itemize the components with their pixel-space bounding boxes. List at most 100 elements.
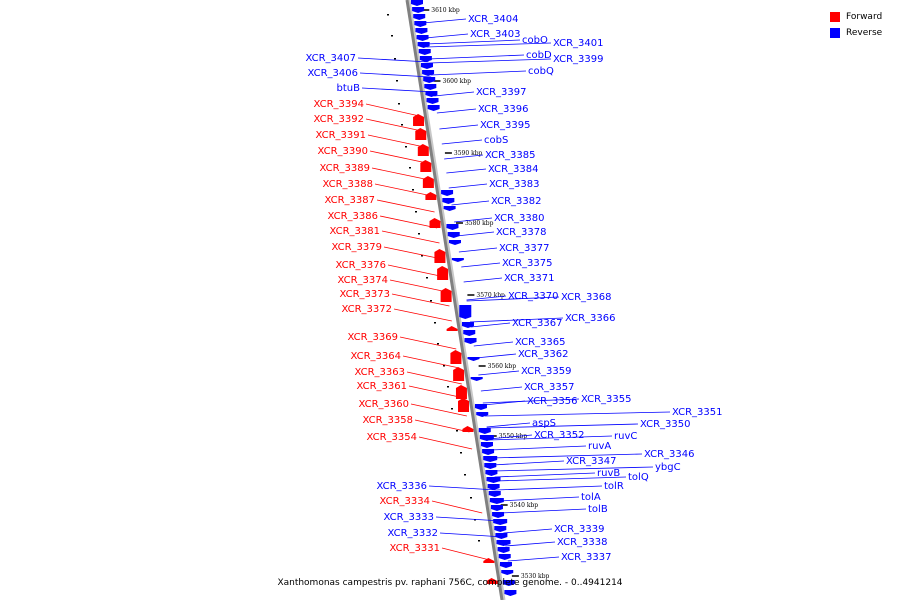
reverse-gene-feature (474, 404, 487, 410)
reverse-gene-feature (495, 533, 508, 539)
position-dot (478, 540, 480, 542)
reverse-gene-feature (412, 7, 425, 13)
gene-leader-line (431, 500, 483, 514)
gene-leader-line (399, 336, 457, 350)
backbone-layer (405, 0, 506, 600)
position-dot (418, 233, 420, 235)
forward-swatch-icon (830, 12, 840, 22)
reverse-gene-feature (480, 442, 493, 448)
gene-label: cobO (522, 35, 548, 46)
forward-gene-feature (458, 398, 470, 412)
gene-leader-line (480, 386, 523, 392)
tick-label: 3540 kbp (510, 502, 539, 509)
reverse-gene-feature (498, 554, 511, 560)
gene-leader-line (371, 167, 430, 181)
gene-label: XCR_3377 (499, 243, 550, 254)
gene-label: XCR_3369 (347, 332, 398, 343)
legend-item-reverse: Reverse (830, 25, 890, 41)
legend-item-forward: Forward (830, 9, 890, 25)
reverse-gene-feature (479, 435, 494, 441)
forward-gene-feature (434, 249, 446, 263)
position-dot (394, 58, 396, 60)
reverse-gene-feature (427, 105, 440, 111)
gene-leader-line (488, 435, 613, 441)
forward-gene-feature (483, 558, 495, 563)
gene-label: tolA (581, 492, 601, 503)
gene-leader-line (406, 371, 462, 385)
gene-label: ruvB (597, 468, 620, 479)
gene-leader-line (458, 247, 498, 253)
position-dot (409, 167, 411, 169)
gene-label: XCR_3388 (322, 179, 373, 190)
gene-label: XCR_3354 (366, 432, 417, 443)
gene-leader-line (482, 398, 580, 404)
reverse-gene-feature (464, 338, 477, 344)
gene-label: XCR_3368 (561, 292, 612, 303)
position-dot (401, 124, 403, 126)
gene-label: XCR_3391 (315, 130, 366, 141)
tick-label: 3570 kbp (476, 292, 505, 299)
gene-leader-line (383, 246, 443, 260)
gene-label: XCR_3338 (557, 537, 608, 548)
gene-leader-line (475, 353, 517, 359)
position-dot (456, 430, 458, 432)
gene-leader-line (359, 72, 432, 78)
gene-leader-line (490, 445, 587, 451)
reverse-gene-feature (478, 428, 491, 434)
forward-gene-feature (422, 176, 434, 188)
gene-leader-line (369, 150, 427, 164)
gene-label: aspS (532, 418, 556, 429)
position-dot (430, 300, 432, 302)
gene-leader-line (491, 453, 643, 459)
gene-leader-line (391, 293, 450, 307)
gene-leader-line (428, 58, 552, 64)
gene-label: tolR (604, 481, 624, 492)
gene-leader-line (466, 295, 507, 301)
reverse-gene-feature (486, 477, 501, 483)
gene-leader-line (454, 217, 493, 223)
position-dot (447, 386, 449, 388)
backbone-line (405, 0, 504, 600)
reverse-gene-feature (483, 456, 498, 462)
gene-leader-line (484, 411, 671, 417)
gene-leader-line (402, 355, 460, 369)
gene-label: XCR_3366 (565, 313, 616, 324)
gene-leader-line (492, 460, 565, 466)
backbone-shadow (407, 0, 506, 600)
position-dot (405, 146, 407, 148)
gene-leader-line (435, 516, 502, 522)
reverse-gene-feature (459, 305, 472, 319)
reverse-gene-feature (482, 449, 495, 455)
reverse-gene-feature (419, 56, 432, 62)
gene-label: XCR_3374 (337, 275, 388, 286)
gene-label: XCR_3364 (350, 351, 401, 362)
gene-leader-line (376, 199, 435, 213)
gene-leader-line (424, 33, 469, 39)
gene-leader-line (408, 385, 465, 399)
gene-label: XCR_3394 (313, 99, 364, 110)
reverse-gene-feature (461, 322, 474, 328)
gene-label: XCR_3406 (307, 68, 358, 79)
gene-label: XCR_3381 (329, 226, 380, 237)
gene-leader-line (473, 341, 514, 347)
gene-label: XCR_3356 (527, 396, 578, 407)
reverse-gene-feature (416, 35, 429, 41)
reverse-swatch-icon (830, 28, 840, 38)
reverse-gene-feature (442, 198, 455, 204)
reverse-gene-feature (415, 28, 428, 34)
gene-leader-line (381, 230, 440, 244)
gene-leader-line (379, 215, 438, 229)
reverse-gene-feature (502, 580, 515, 586)
gene-label: XCR_3371 (504, 273, 555, 284)
gene-leader-line (410, 403, 467, 417)
gene-leader-line (441, 547, 490, 561)
reverse-gene-feature (504, 590, 517, 596)
gene-label: XCR_3399 (553, 54, 604, 65)
gene-leader-line (503, 528, 553, 534)
reverse-gene-feature (418, 49, 431, 55)
gene-leader-line (446, 168, 487, 174)
gene-leader-line (495, 476, 627, 482)
gene-leader-line (470, 322, 511, 328)
gene-label: XCR_3332 (387, 528, 438, 539)
position-dot (451, 408, 453, 410)
